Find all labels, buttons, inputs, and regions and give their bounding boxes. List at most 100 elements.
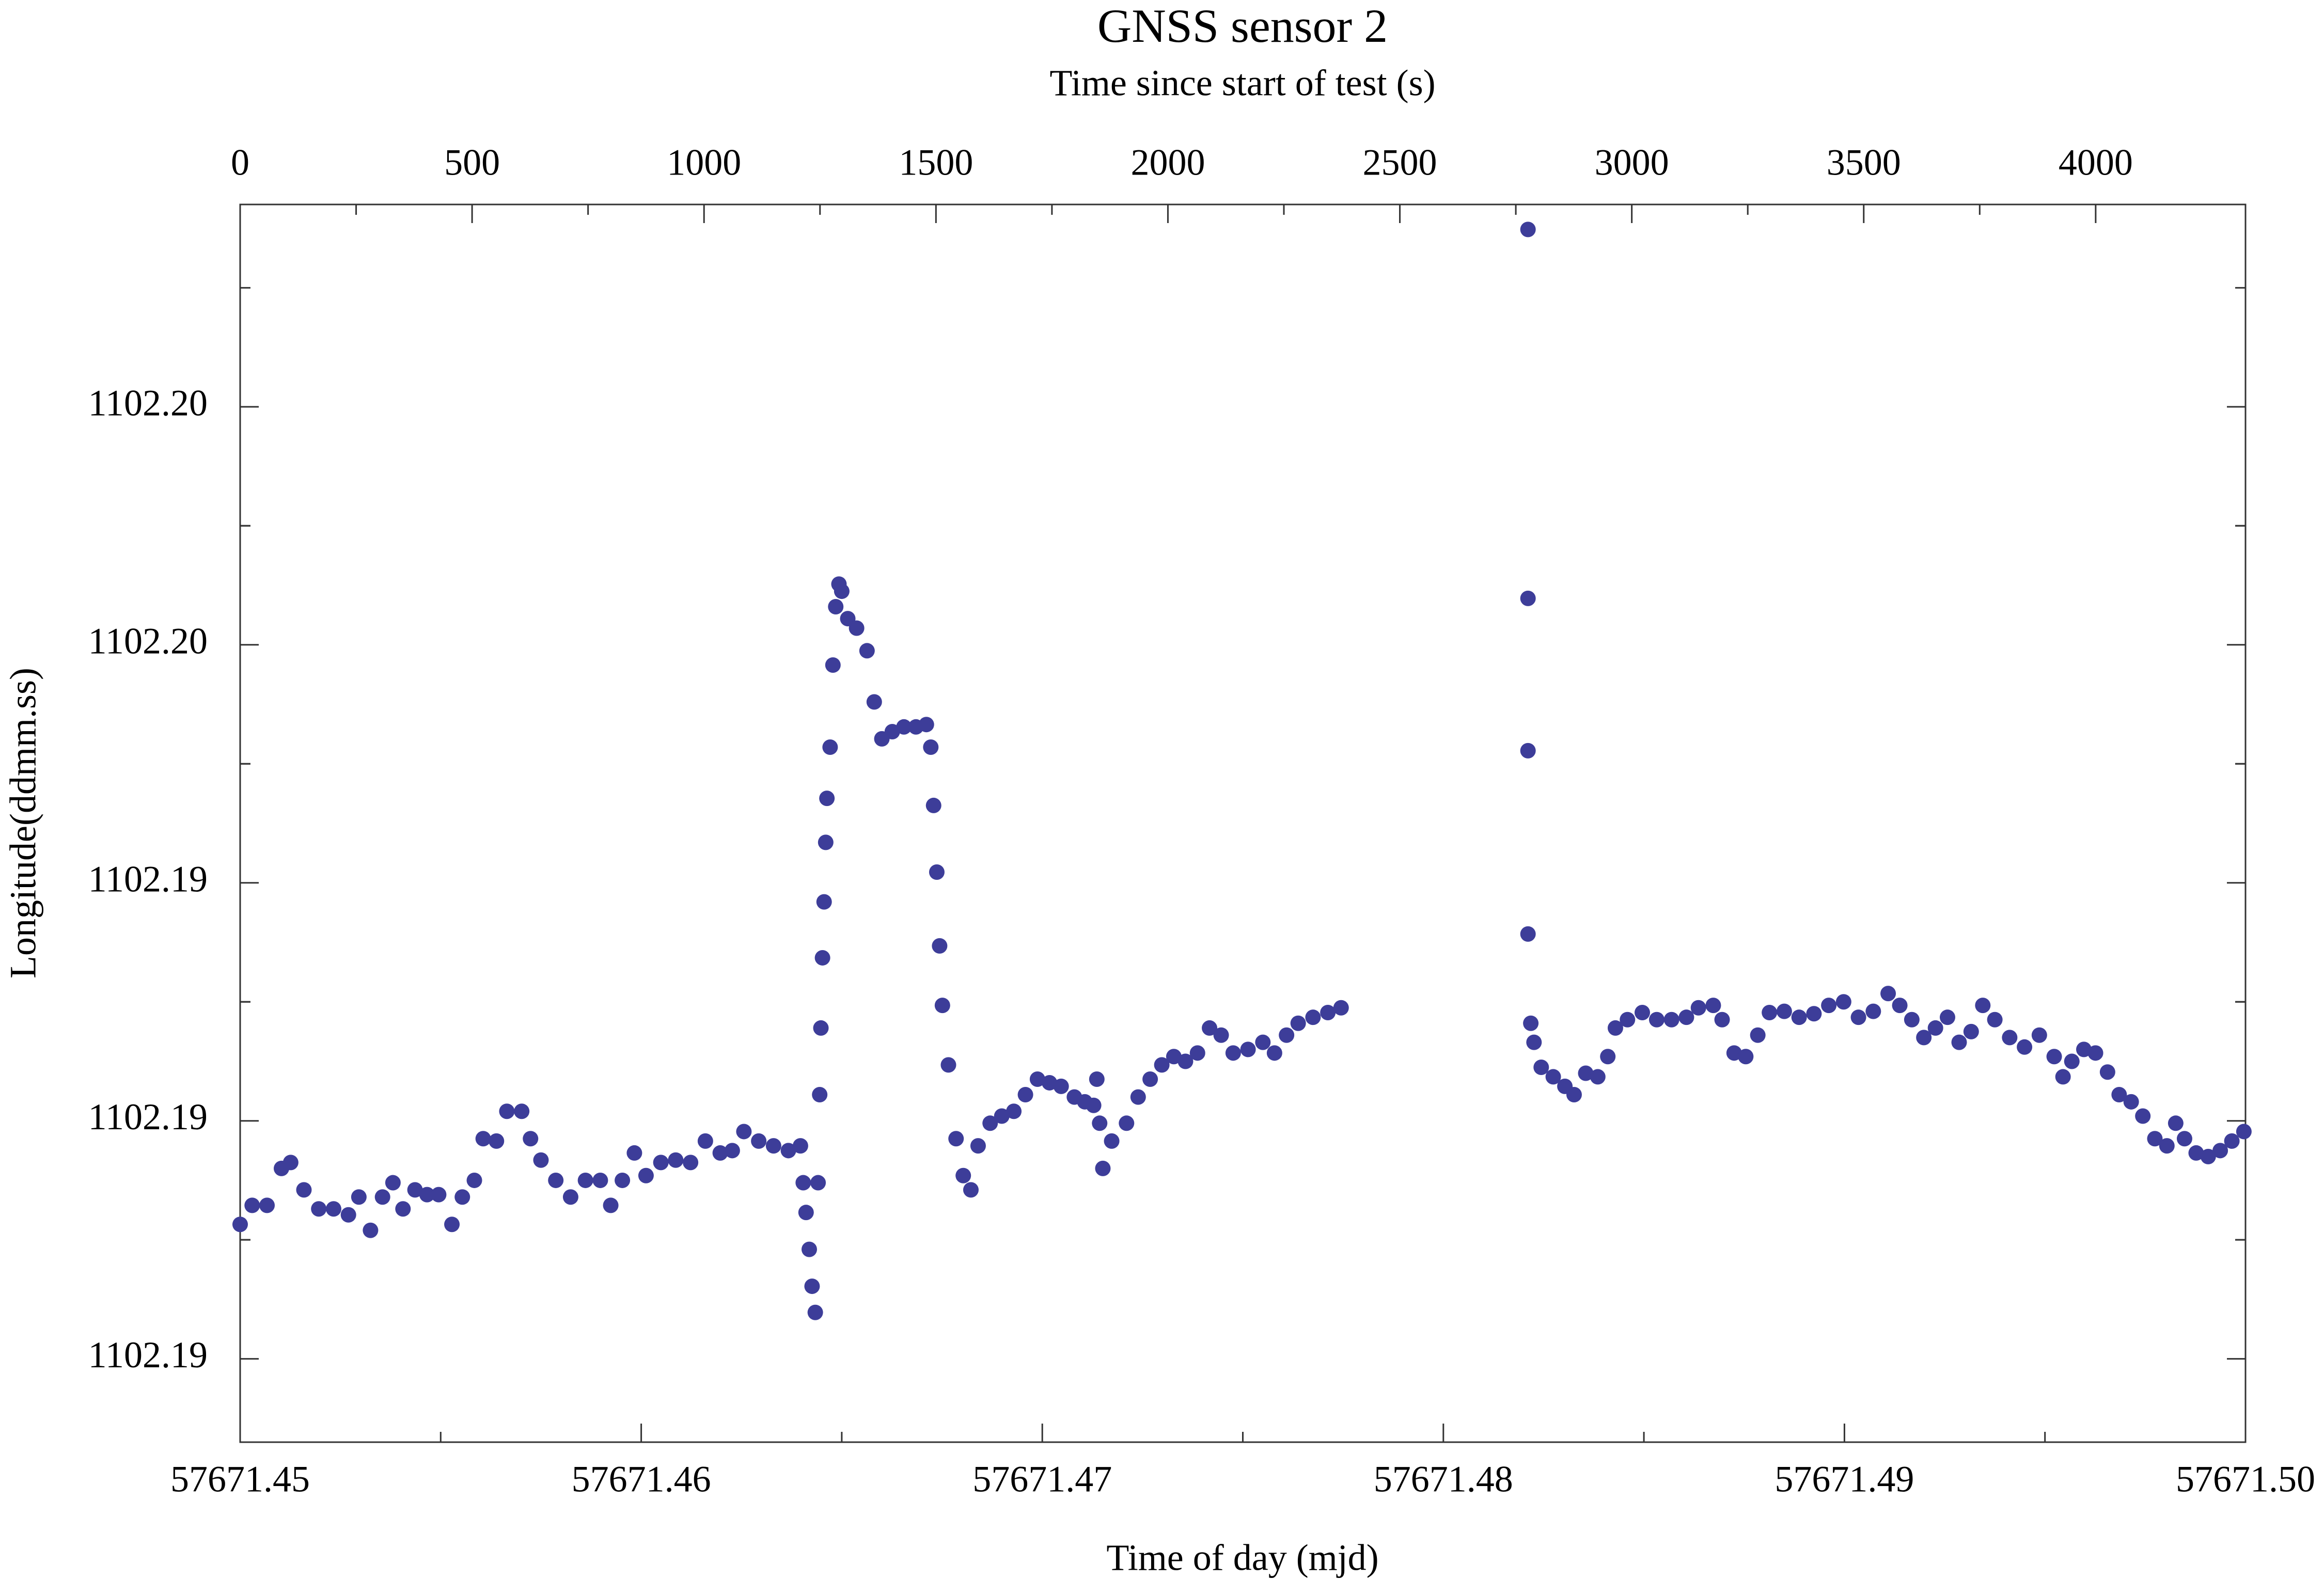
point	[2200, 1148, 2216, 1164]
point	[2017, 1039, 2033, 1055]
point	[374, 1189, 390, 1205]
point	[1892, 998, 1908, 1014]
point	[819, 791, 835, 807]
point	[1566, 1086, 1582, 1102]
point	[523, 1131, 539, 1147]
point	[963, 1182, 979, 1198]
y-tick-label: 1102.20	[88, 382, 208, 423]
point	[1987, 1012, 2003, 1028]
point	[311, 1201, 327, 1217]
point	[244, 1197, 260, 1213]
point	[340, 1207, 356, 1223]
point	[780, 1143, 796, 1159]
point	[1904, 1012, 1920, 1028]
x2-tick-label: 500	[444, 142, 500, 183]
point	[1119, 1115, 1135, 1131]
point	[1714, 1012, 1730, 1028]
point	[232, 1217, 248, 1233]
point	[1520, 222, 1536, 238]
point	[1225, 1045, 1241, 1061]
point	[296, 1182, 312, 1198]
point	[2087, 1045, 2103, 1061]
point	[466, 1172, 482, 1188]
point	[751, 1133, 767, 1149]
x-tick-label: 57671.49	[1775, 1459, 1914, 1500]
point	[562, 1189, 578, 1205]
point	[1607, 1020, 1623, 1036]
point	[932, 938, 948, 954]
x2-tick-label: 2000	[1130, 142, 1205, 183]
point	[1006, 1103, 1022, 1119]
point	[948, 1131, 964, 1147]
point	[1791, 1009, 1807, 1025]
point	[1648, 1012, 1665, 1028]
point	[736, 1124, 752, 1140]
x2-tick-label: 1000	[667, 142, 741, 183]
point	[2236, 1124, 2252, 1140]
point	[395, 1201, 411, 1217]
point	[1690, 1000, 1706, 1016]
point	[1545, 1069, 1561, 1085]
point	[1213, 1027, 1229, 1043]
point	[1634, 1004, 1650, 1020]
y-axis-label: Longitude(ddmm.ss)	[3, 668, 44, 978]
point	[1154, 1057, 1170, 1073]
point	[1705, 998, 1721, 1014]
point	[1266, 1045, 1282, 1061]
point	[2224, 1133, 2240, 1149]
point	[1290, 1015, 1306, 1031]
x-axis-label: Time of day (mjd)	[1106, 1537, 1378, 1578]
y-tick-label: 1102.19	[88, 858, 208, 899]
point	[603, 1197, 619, 1213]
point	[970, 1138, 986, 1154]
point	[896, 719, 912, 735]
point	[2111, 1086, 2127, 1102]
point	[765, 1138, 781, 1154]
point	[615, 1172, 631, 1188]
point	[712, 1145, 728, 1161]
point	[1975, 998, 1991, 1014]
point	[454, 1189, 470, 1205]
point	[2031, 1027, 2047, 1043]
point	[822, 739, 838, 755]
point	[1600, 1049, 1616, 1065]
point	[363, 1222, 379, 1238]
point	[816, 894, 832, 910]
point	[1806, 1006, 1822, 1022]
y-tick-label: 1102.19	[88, 1334, 208, 1376]
point	[1533, 1059, 1549, 1075]
x2-tick-label: 1500	[899, 142, 973, 183]
point	[1029, 1071, 1045, 1087]
point	[994, 1108, 1010, 1124]
point	[325, 1201, 341, 1217]
point	[1320, 1004, 1336, 1020]
point	[1279, 1027, 1295, 1043]
point	[1939, 1009, 1955, 1025]
point	[918, 717, 934, 733]
point	[1750, 1027, 1766, 1043]
point	[1333, 1000, 1349, 1016]
point	[813, 1020, 829, 1036]
point	[1620, 1012, 1636, 1028]
point	[828, 599, 844, 615]
point	[1880, 986, 1896, 1002]
point	[1042, 1075, 1058, 1091]
point	[1520, 926, 1536, 942]
point	[2002, 1030, 2018, 1046]
point	[419, 1187, 435, 1203]
point	[1130, 1089, 1146, 1105]
point	[626, 1145, 642, 1161]
point	[2147, 1131, 2163, 1147]
point	[2159, 1138, 2175, 1154]
point	[1927, 1020, 1943, 1036]
point	[1086, 1097, 1102, 1113]
point	[638, 1167, 654, 1183]
point	[1177, 1053, 1194, 1069]
point	[1053, 1078, 1069, 1094]
point	[1663, 1012, 1679, 1028]
point	[577, 1172, 593, 1188]
point	[849, 620, 865, 636]
point	[514, 1103, 530, 1119]
point	[697, 1133, 713, 1149]
point	[804, 1278, 820, 1294]
